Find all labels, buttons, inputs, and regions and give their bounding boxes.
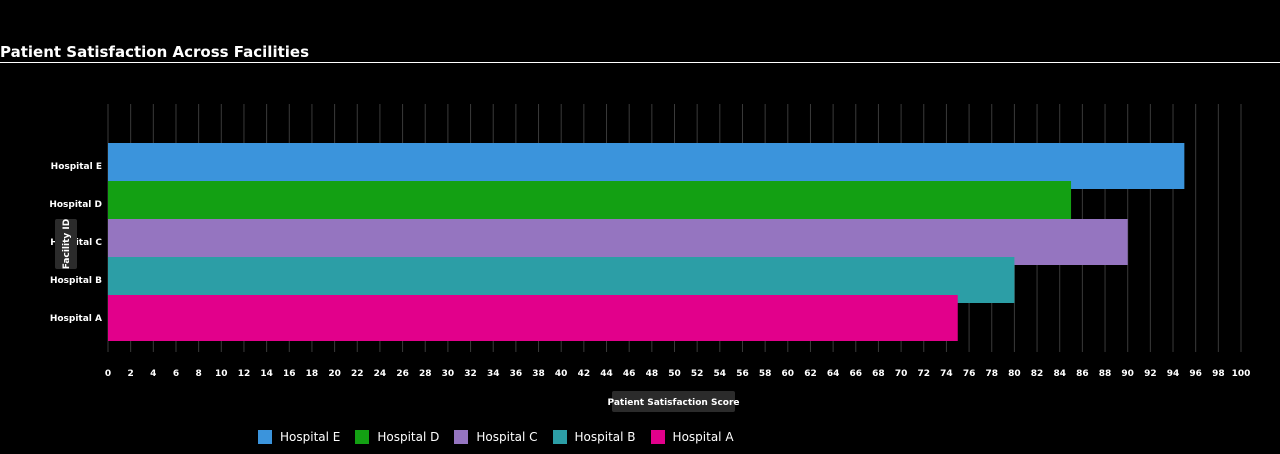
y-tick-label: Hospital E xyxy=(51,162,102,172)
x-tick-label: 70 xyxy=(895,369,908,379)
legend-label: Hospital E xyxy=(280,430,341,444)
x-tick-label: 58 xyxy=(759,369,772,379)
x-axis-ticks: 0 2 4 6 8 10 12 14 16 18 20 22 24 26 28 30 32 34 36 38 40 42 4… xyxy=(105,369,1251,379)
x-tick-label: 60 xyxy=(782,369,795,379)
x-tick-label: 94 xyxy=(1167,369,1180,379)
x-tick-label: 62 xyxy=(804,369,817,379)
bar-hospital-a[interactable] xyxy=(108,295,958,341)
legend-label: Hospital A xyxy=(672,430,734,444)
x-tick-label: 54 xyxy=(714,369,727,379)
x-tick-label: 74 xyxy=(940,369,953,379)
legend-item[interactable]: Hospital A xyxy=(650,430,734,444)
x-tick-label: 92 xyxy=(1144,369,1157,379)
legend-swatch xyxy=(650,430,665,444)
x-tick-label: 88 xyxy=(1099,369,1112,379)
y-tick-label: Hospital B xyxy=(50,276,102,286)
x-tick-label: 82 xyxy=(1031,369,1044,379)
legend-label: Hospital B xyxy=(574,430,636,444)
x-tick-label: 10 xyxy=(215,369,228,379)
x-tick-label: 68 xyxy=(872,369,885,379)
x-tick-label: 86 xyxy=(1076,369,1089,379)
x-tick-label: 22 xyxy=(351,369,364,379)
x-tick-label: 78 xyxy=(985,369,998,379)
x-tick-label: 26 xyxy=(396,369,409,379)
legend-label: Hospital C xyxy=(476,430,538,444)
x-tick-label: 40 xyxy=(555,369,568,379)
x-tick-label: 72 xyxy=(917,369,930,379)
x-tick-label: 16 xyxy=(283,369,296,379)
legend-swatch xyxy=(552,430,567,444)
x-tick-label: 96 xyxy=(1189,369,1202,379)
x-tick-label: 90 xyxy=(1121,369,1134,379)
x-tick-label: 48 xyxy=(646,369,659,379)
legend-item[interactable]: Hospital B xyxy=(552,430,636,444)
chart-title: Patient Satisfaction Across Facilities xyxy=(0,43,309,61)
x-tick-label: 28 xyxy=(419,369,432,379)
x-tick-label: 42 xyxy=(578,369,591,379)
x-tick-label: 18 xyxy=(306,369,319,379)
x-tick-label: 38 xyxy=(532,369,545,379)
x-tick-label: 32 xyxy=(464,369,477,379)
x-tick-label: 50 xyxy=(668,369,681,379)
title-divider xyxy=(0,62,1280,63)
x-tick-label: 56 xyxy=(736,369,749,379)
x-tick-label: 4 xyxy=(150,369,156,379)
x-tick-label: 52 xyxy=(691,369,704,379)
bars xyxy=(108,143,1185,341)
y-tick-label: Hospital A xyxy=(50,314,102,324)
legend-swatch xyxy=(258,430,272,444)
x-tick-label: 76 xyxy=(963,369,976,379)
x-tick-label: 84 xyxy=(1053,369,1066,379)
legend-item[interactable]: Hospital E xyxy=(258,430,340,444)
x-tick-label: 30 xyxy=(442,369,455,379)
legend-swatch xyxy=(355,430,370,444)
x-tick-label: 44 xyxy=(600,369,613,379)
x-tick-label: 100 xyxy=(1232,369,1251,379)
x-tick-label: 24 xyxy=(374,369,387,379)
legend-item[interactable]: Hospital D xyxy=(355,430,439,444)
x-tick-label: 98 xyxy=(1212,369,1225,379)
x-tick-label: 2 xyxy=(128,369,134,379)
x-tick-label: 34 xyxy=(487,369,500,379)
legend: Hospital E Hospital D Hospital C Hospital B… xyxy=(258,430,749,444)
y-axis-label: Facility ID xyxy=(55,219,77,269)
x-tick-label: 20 xyxy=(328,369,341,379)
y-tick-label: Hospital D xyxy=(49,200,102,210)
x-tick-label: 66 xyxy=(850,369,863,379)
x-tick-label: 64 xyxy=(827,369,840,379)
legend-label: Hospital D xyxy=(377,430,440,444)
legend-swatch xyxy=(454,430,469,444)
x-axis-label: Patient Satisfaction Score xyxy=(607,391,740,412)
x-tick-label: 14 xyxy=(260,369,273,379)
x-tick-label: 8 xyxy=(196,369,202,379)
axis-labels: Patient Satisfaction Score Facility ID xyxy=(55,219,740,412)
x-tick-label: 46 xyxy=(623,369,636,379)
x-tick-label: 0 xyxy=(105,369,111,379)
x-tick-label: 12 xyxy=(238,369,251,379)
x-tick-label: 6 xyxy=(173,369,179,379)
svg-text:Patient Satisfaction Score: Patient Satisfaction Score xyxy=(607,398,739,408)
x-tick-label: 80 xyxy=(1008,369,1021,379)
legend-item[interactable]: Hospital C xyxy=(454,430,538,444)
x-tick-label: 36 xyxy=(510,369,523,379)
svg-text:Facility ID: Facility ID xyxy=(62,219,72,269)
